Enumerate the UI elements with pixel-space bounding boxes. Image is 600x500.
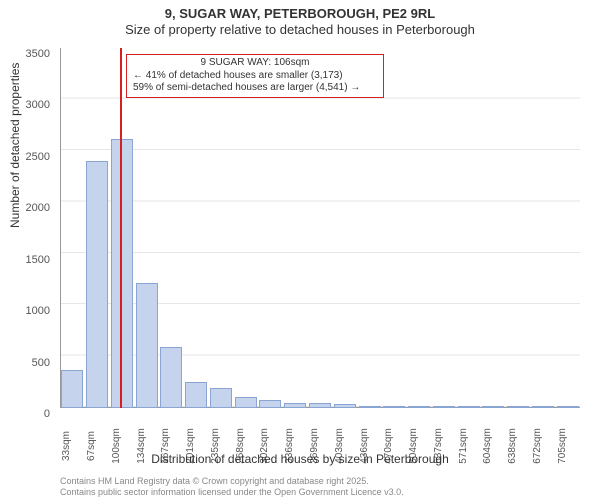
y-tick: 0 [44, 408, 50, 420]
bar [86, 161, 108, 408]
x-axis-label: Distribution of detached houses by size … [0, 452, 600, 466]
plot-area: 9 SUGAR WAY: 106sqm ← 41% of detached ho… [60, 48, 580, 408]
bar [482, 406, 504, 408]
bar [136, 283, 158, 408]
bar [185, 382, 207, 408]
bar [309, 403, 331, 408]
footer-attribution: Contains HM Land Registry data © Crown c… [60, 476, 404, 498]
title-address: 9, SUGAR WAY, PETERBOROUGH, PE2 9RL [0, 6, 600, 21]
bar [433, 406, 455, 408]
annotation-smaller: ← 41% of detached houses are smaller (3,… [133, 70, 377, 83]
bar [235, 397, 257, 408]
y-tick: 2000 [26, 202, 50, 214]
y-axis-ticks: 0500100015002000250030003500 [0, 48, 56, 408]
bar [383, 406, 405, 408]
bar [557, 406, 579, 408]
y-tick: 500 [32, 357, 50, 369]
footer-line1: Contains HM Land Registry data © Crown c… [60, 476, 404, 487]
bar [359, 406, 381, 408]
y-tick: 1500 [26, 254, 50, 266]
bar [408, 406, 430, 408]
bar [507, 406, 529, 408]
bar [259, 400, 281, 408]
chart-container: 9, SUGAR WAY, PETERBOROUGH, PE2 9RL Size… [0, 0, 600, 500]
y-tick: 3500 [26, 48, 50, 60]
annotation-title: 9 SUGAR WAY: 106sqm [133, 57, 377, 70]
bar [458, 406, 480, 408]
y-tick: 2500 [26, 151, 50, 163]
bar [61, 370, 83, 408]
bar [210, 388, 232, 408]
y-tick: 3000 [26, 99, 50, 111]
annotation-larger: 59% of semi-detached houses are larger (… [133, 82, 377, 95]
y-tick: 1000 [26, 305, 50, 317]
bar [532, 406, 554, 408]
bar [334, 404, 356, 408]
annotation-box: 9 SUGAR WAY: 106sqm ← 41% of detached ho… [126, 54, 384, 98]
title-subtitle: Size of property relative to detached ho… [0, 22, 600, 37]
bar [111, 139, 133, 408]
title-block: 9, SUGAR WAY, PETERBOROUGH, PE2 9RL Size… [0, 0, 600, 37]
histogram-bars [60, 48, 580, 408]
bar [160, 347, 182, 408]
footer-line2: Contains public sector information licen… [60, 487, 404, 498]
property-marker-line [120, 48, 122, 408]
bar [284, 403, 306, 408]
